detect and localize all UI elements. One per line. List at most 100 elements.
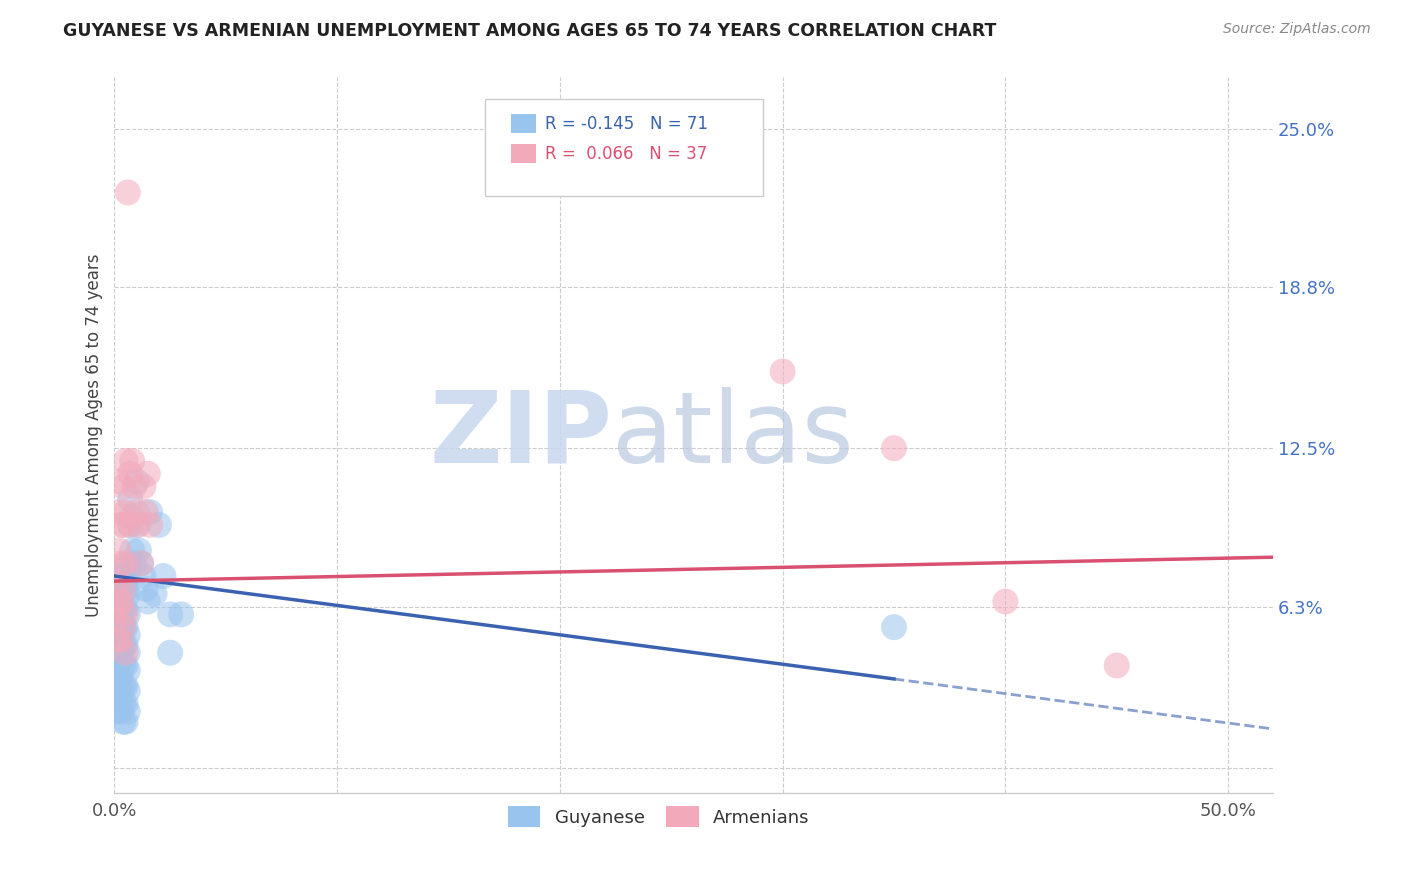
Point <box>136 467 159 481</box>
Point <box>135 582 157 596</box>
Point <box>124 556 146 570</box>
Text: R =  0.066   N = 37: R = 0.066 N = 37 <box>546 145 707 163</box>
Point <box>105 689 128 703</box>
Point <box>105 587 128 601</box>
Point <box>114 582 136 596</box>
Point <box>121 543 143 558</box>
Point <box>112 602 135 616</box>
Point <box>170 607 193 622</box>
Point <box>114 620 136 634</box>
Point <box>117 628 139 642</box>
Point <box>121 454 143 468</box>
Point <box>108 653 131 667</box>
FancyBboxPatch shape <box>510 114 536 133</box>
Point <box>114 697 136 711</box>
Point <box>108 689 131 703</box>
Point <box>110 684 132 698</box>
Point <box>118 517 141 532</box>
Point <box>110 628 132 642</box>
FancyBboxPatch shape <box>510 145 536 163</box>
Point <box>112 658 135 673</box>
Y-axis label: Unemployment Among Ages 65 to 74 years: Unemployment Among Ages 65 to 74 years <box>86 253 103 617</box>
Point <box>108 569 131 583</box>
Point <box>114 556 136 570</box>
Point <box>110 664 132 678</box>
Point <box>108 594 131 608</box>
Point <box>132 479 155 493</box>
Point <box>136 594 159 608</box>
Point <box>128 517 150 532</box>
Point <box>125 475 148 489</box>
Point <box>118 517 141 532</box>
Point <box>152 569 174 583</box>
Point <box>118 556 141 570</box>
Point <box>103 612 125 626</box>
Point <box>117 705 139 719</box>
Point <box>114 679 136 693</box>
Point <box>139 517 162 532</box>
Point <box>110 646 132 660</box>
Point <box>118 492 141 507</box>
Point <box>117 587 139 601</box>
Point <box>112 582 135 596</box>
Point <box>117 684 139 698</box>
Point <box>108 475 131 489</box>
Point <box>110 556 132 570</box>
Point <box>108 505 131 519</box>
Point <box>114 602 136 616</box>
Point <box>110 594 132 608</box>
Point <box>112 638 135 652</box>
Point <box>108 671 131 685</box>
Point <box>112 620 135 634</box>
Point <box>159 607 181 622</box>
Point <box>110 612 132 626</box>
Point <box>124 479 146 493</box>
Text: GUYANESE VS ARMENIAN UNEMPLOYMENT AMONG AGES 65 TO 74 YEARS CORRELATION CHART: GUYANESE VS ARMENIAN UNEMPLOYMENT AMONG … <box>63 22 997 40</box>
Point <box>110 576 132 591</box>
Point <box>117 646 139 660</box>
Point <box>112 517 135 532</box>
Point <box>110 705 132 719</box>
Point <box>117 607 139 622</box>
Point <box>114 505 136 519</box>
Point <box>117 664 139 678</box>
Point <box>112 714 135 729</box>
Point <box>118 467 141 481</box>
Point <box>105 632 128 647</box>
Point <box>117 569 139 583</box>
Point <box>129 556 152 570</box>
Text: ZIP: ZIP <box>430 387 613 483</box>
Point <box>103 602 125 616</box>
Point <box>105 671 128 685</box>
Point <box>114 607 136 622</box>
Point <box>112 679 135 693</box>
Point <box>125 505 148 519</box>
Point <box>159 646 181 660</box>
Point <box>139 505 162 519</box>
Point <box>108 602 131 616</box>
Point <box>112 587 135 601</box>
Point <box>108 620 131 634</box>
Point <box>128 543 150 558</box>
FancyBboxPatch shape <box>485 99 763 195</box>
Point <box>108 705 131 719</box>
Point <box>772 364 794 378</box>
Point <box>883 441 905 455</box>
Point <box>121 510 143 524</box>
Point <box>105 658 128 673</box>
Point <box>994 594 1017 608</box>
Point <box>148 517 170 532</box>
Point <box>110 632 132 647</box>
Point <box>114 561 136 575</box>
Point <box>1105 658 1128 673</box>
Point <box>105 576 128 591</box>
Point <box>105 612 128 626</box>
Point <box>112 620 135 634</box>
Point <box>132 569 155 583</box>
Point <box>114 646 136 660</box>
Point <box>112 479 135 493</box>
Point <box>114 714 136 729</box>
Point <box>135 505 157 519</box>
Point <box>108 638 131 652</box>
Point <box>105 602 128 616</box>
